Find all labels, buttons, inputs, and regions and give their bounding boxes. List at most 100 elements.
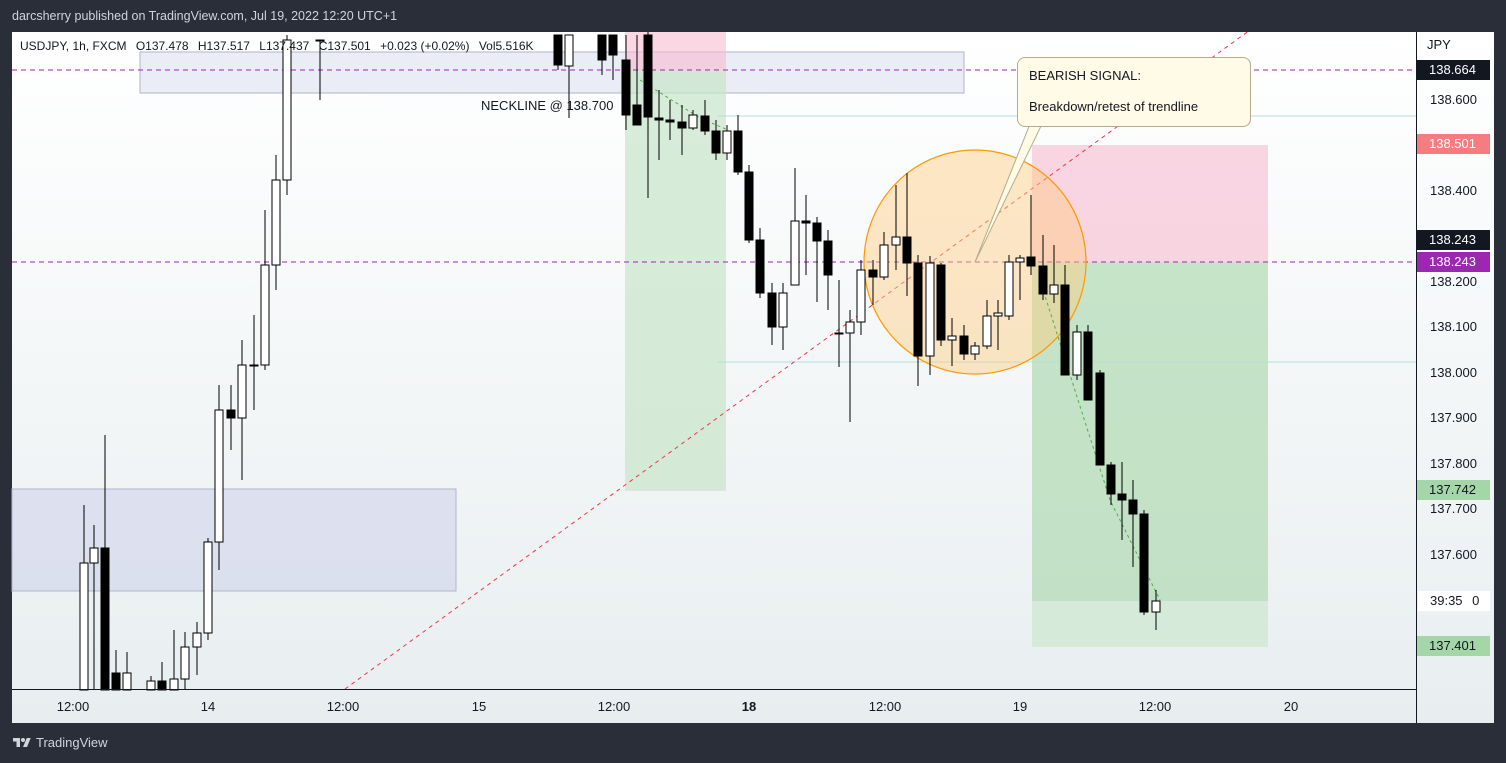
- price-axis[interactable]: [1416, 32, 1495, 723]
- projection-path-2: [1039, 279, 1161, 601]
- candle-body: [237, 364, 247, 419]
- countdown-suffix: 0: [1472, 593, 1480, 608]
- tradingview-logo-icon: [13, 737, 31, 747]
- candle-body: [982, 315, 992, 347]
- bearish-signal-callout[interactable]: BEARISH SIGNAL: Breakdown/retest of tren…: [1017, 57, 1251, 127]
- publish-header: darcsherry published on TradingView.com,…: [0, 0, 1506, 32]
- time-tick: 12:00: [1138, 699, 1172, 714]
- candle-body: [1083, 331, 1093, 401]
- candle-body: [1139, 513, 1149, 613]
- position-1-stop-zone: [625, 32, 726, 70]
- candle-body: [767, 292, 777, 328]
- candle-body: [260, 264, 270, 366]
- price-label-entry: 138.243: [1417, 230, 1490, 250]
- candle-body: [632, 104, 642, 126]
- candle-body: [1072, 331, 1082, 376]
- footer-brand[interactable]: TradingView: [12, 735, 108, 750]
- candle-body: [89, 547, 99, 564]
- candle-body: [621, 59, 631, 116]
- candle-body: [214, 409, 224, 543]
- neckline-label[interactable]: NECKLINE @ 138.700: [481, 98, 614, 113]
- published-by-text: darcsherry published on TradingView.com,…: [12, 9, 398, 23]
- candle-body: [79, 562, 89, 691]
- candle-body: [755, 239, 765, 294]
- candle-body: [192, 632, 202, 648]
- candle-body: [913, 262, 923, 357]
- candle-body: [282, 39, 292, 181]
- volume-value: Vol5.516K: [478, 39, 534, 53]
- price-label-high: 138.664: [1417, 60, 1490, 80]
- time-tick: 12:00: [868, 699, 902, 714]
- candle-body: [271, 179, 281, 266]
- candle-body: [902, 236, 912, 264]
- candle-body: [891, 236, 901, 246]
- symbol-legend[interactable]: USDJPY, 1h, FXCM O137.478 H137.517 L137.…: [20, 39, 540, 53]
- candle-body: [1026, 256, 1036, 267]
- candle-body: [100, 547, 110, 691]
- candle-body: [249, 364, 259, 367]
- candle-body: [1095, 372, 1105, 466]
- candle-body: [169, 678, 179, 691]
- price-tick: 138.600: [1430, 92, 1477, 107]
- time-tick: 15: [471, 699, 487, 714]
- supply-zone: [139, 51, 965, 94]
- candle-body: [608, 34, 618, 56]
- price-label-target-2: 137.401: [1417, 636, 1490, 656]
- close-value: C137.501: [318, 39, 371, 53]
- symbol-name[interactable]: USDJPY, 1h, FXCM: [20, 39, 127, 53]
- change-value: +0.023 (+0.02%): [380, 39, 470, 53]
- candle-body: [111, 672, 121, 691]
- currency-unit[interactable]: JPY: [1427, 37, 1451, 52]
- candle-body: [688, 114, 698, 129]
- candle-body: [856, 269, 866, 323]
- candle-body: [1117, 493, 1127, 501]
- price-tick: 137.900: [1430, 410, 1477, 425]
- position-2-extra-zone: [1032, 601, 1268, 647]
- candle-body: [146, 680, 156, 691]
- brand-name: TradingView: [36, 735, 108, 750]
- candle-body: [778, 292, 788, 328]
- candle-body: [564, 34, 574, 67]
- price-tick: 137.600: [1430, 547, 1477, 562]
- candle-body: [947, 335, 957, 341]
- time-tick: 12:00: [326, 699, 360, 714]
- price-label-level: 138.243: [1417, 252, 1490, 272]
- callout-title: BEARISH SIGNAL:: [1029, 68, 1141, 83]
- candle-body: [700, 115, 710, 132]
- time-axis[interactable]: [12, 689, 1416, 724]
- price-tick: 138.200: [1430, 274, 1477, 289]
- price-tick: 138.000: [1430, 365, 1477, 380]
- candle-body: [654, 117, 664, 121]
- candle-body: [722, 130, 732, 154]
- candle-body: [868, 269, 878, 278]
- time-tick: 20: [1283, 699, 1299, 714]
- price-tick: 138.400: [1430, 183, 1477, 198]
- candle-body: [1151, 600, 1161, 613]
- ascending-trendline: [344, 29, 1251, 690]
- time-tick: 12:00: [56, 699, 90, 714]
- candle-body: [1015, 257, 1025, 263]
- candle-body: [711, 130, 721, 154]
- open-value: O137.478: [135, 39, 189, 53]
- candle-body: [812, 222, 822, 242]
- price-tick: 138.100: [1430, 319, 1477, 334]
- time-tick: 19: [1012, 699, 1028, 714]
- candle-body: [1004, 261, 1014, 317]
- candle-body: [823, 240, 833, 276]
- candle-body: [1060, 284, 1070, 376]
- position-1-target-zone: [625, 70, 726, 491]
- price-tick: 137.800: [1430, 456, 1477, 471]
- price-label-target-1: 137.742: [1417, 480, 1490, 500]
- candle-body: [845, 321, 855, 334]
- candle-body: [879, 244, 889, 278]
- candles-group: [79, 32, 1161, 691]
- candle-body: [970, 345, 980, 355]
- candle-body: [801, 220, 811, 224]
- candle-body: [315, 39, 325, 42]
- demand-zone: [11, 488, 457, 592]
- candle-body: [226, 409, 236, 419]
- candle-body: [936, 264, 946, 341]
- candle-body: [157, 680, 167, 691]
- candle-body: [203, 541, 213, 634]
